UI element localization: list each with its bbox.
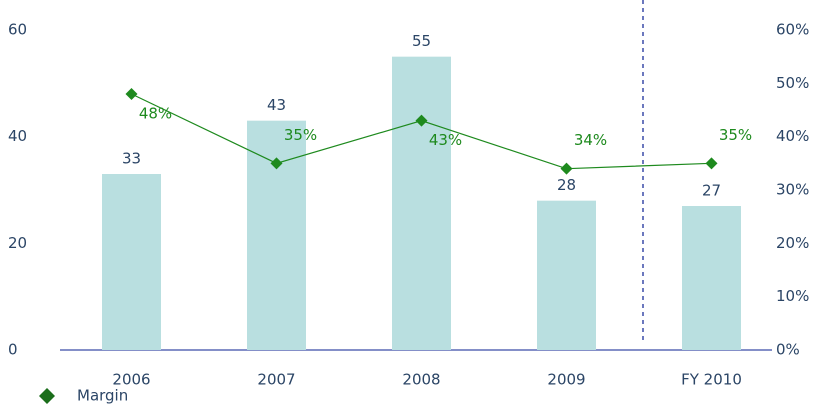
x-tick-label: 2009 <box>547 371 585 389</box>
y-tick-label: 40 <box>8 127 27 145</box>
bar <box>102 174 161 350</box>
bar-value-label: 55 <box>412 32 431 50</box>
margin-marker <box>270 157 283 170</box>
legend-marker <box>39 388 55 404</box>
x-tick-label: 2007 <box>257 371 295 389</box>
y2-tick-label: 40% <box>776 127 809 145</box>
bar <box>392 56 451 351</box>
bar-value-label: 43 <box>267 96 286 114</box>
margin-value-label: 43% <box>429 131 462 149</box>
y-tick-label: 0 <box>8 341 18 359</box>
margin-value-label: 48% <box>139 105 172 123</box>
bar <box>682 206 741 350</box>
y2-tick-label: 0% <box>776 341 800 359</box>
margin-marker <box>415 114 428 127</box>
margin-value-label: 34% <box>574 131 607 149</box>
y2-tick-label: 60% <box>776 21 809 39</box>
bar-value-label: 33 <box>122 150 141 168</box>
y-tick-label: 20 <box>8 234 27 252</box>
x-tick-label: 2006 <box>112 371 150 389</box>
margin-value-label: 35% <box>719 126 752 144</box>
y2-tick-label: 10% <box>776 287 809 305</box>
y-tick-label: 60 <box>8 21 27 39</box>
x-tick-label: 2008 <box>402 371 440 389</box>
y2-tick-label: 30% <box>776 181 809 199</box>
margin-marker <box>560 162 573 175</box>
x-tick-label: FY 2010 <box>681 371 742 389</box>
margin-marker <box>705 157 718 170</box>
margin-marker <box>125 88 138 100</box>
bar <box>247 120 306 351</box>
bar <box>537 200 596 350</box>
bar-value-label: 28 <box>557 176 576 194</box>
legend-label: Margin <box>77 387 128 404</box>
y2-tick-label: 20% <box>776 234 809 252</box>
bar-value-label: 27 <box>702 182 721 200</box>
margin-value-label: 35% <box>284 126 317 144</box>
y2-tick-label: 50% <box>776 74 809 92</box>
